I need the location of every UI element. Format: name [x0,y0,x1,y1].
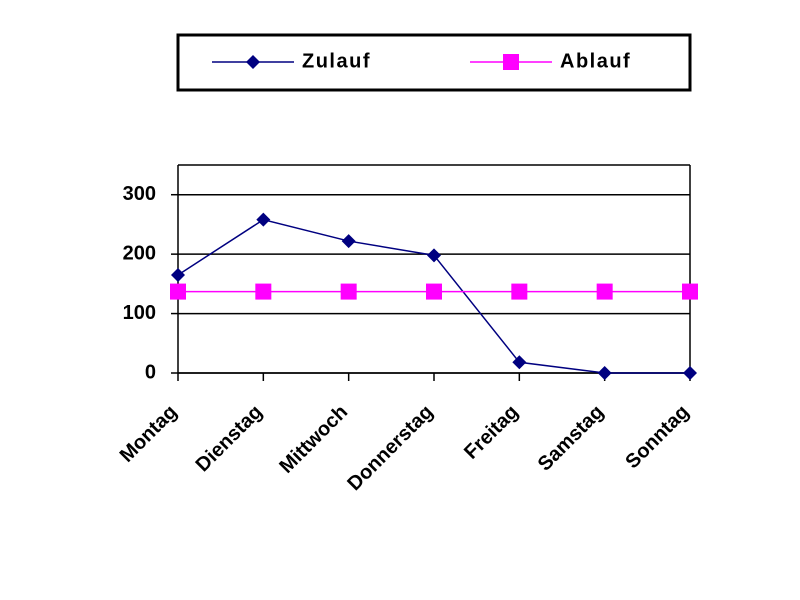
x-tick-label: Donnerstag [343,401,437,495]
y-tick-label: 100 [123,302,156,324]
legend-marker [246,55,260,69]
marker [170,283,186,300]
marker [341,234,356,249]
legend-label: Zulauf [302,50,371,72]
x-tick-label: Samstag [534,401,609,476]
x-tick-label: Sonntag [621,401,693,473]
x-tick-label: Freitag [460,401,523,464]
marker [597,366,612,380]
marker [596,283,613,300]
legend-label: Ablauf [560,50,631,72]
x-tick-label: Montag [116,401,182,467]
legend-marker [503,54,519,70]
x-tick-label: Mittwoch [275,401,352,478]
marker [426,283,442,300]
marker [340,283,357,300]
marker [512,355,527,370]
y-tick-label: 300 [123,183,156,205]
marker [427,248,441,263]
marker [511,283,528,300]
marker [255,283,272,300]
x-tick-label: Dienstag [192,401,267,476]
marker [256,212,271,227]
marker [171,267,185,282]
y-tick-label: 0 [145,361,156,383]
y-tick-label: 200 [123,242,156,264]
marker [682,283,698,300]
marker [683,366,697,380]
